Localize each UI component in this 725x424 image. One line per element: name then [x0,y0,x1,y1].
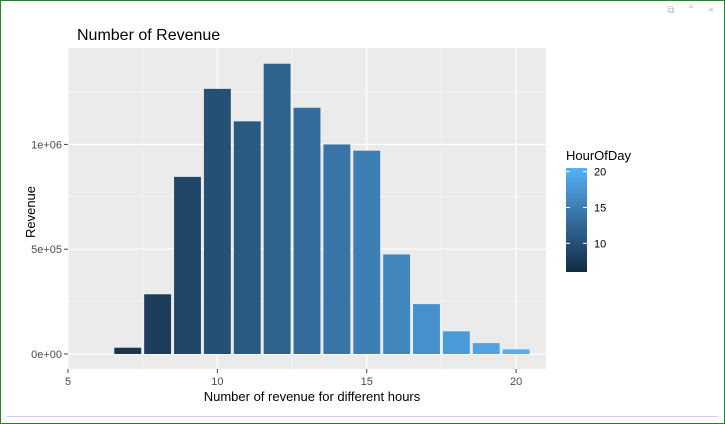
color-legend: HourOfDay 10 15 20 [566,148,632,272]
bar-hour-17 [413,304,440,354]
bar-hour-14 [323,144,351,354]
y-tick-label: 0e+00 [31,349,62,361]
restore-icon[interactable]: ⧉ [667,5,675,16]
window-bottom-border [7,416,718,417]
bar-hour-8 [144,294,172,354]
bar-hour-20 [502,349,530,354]
x-axis: 5 10 15 20 [65,369,522,388]
bar-hour-16 [383,254,411,354]
x-tick-label: 10 [211,376,223,388]
bar-hour-10 [203,88,231,354]
collapse-icon[interactable]: ⌃ [686,5,696,16]
legend-ticks: 10 15 20 [566,167,606,250]
bar-hour-19 [472,343,500,354]
y-tick-label: 1e+06 [31,139,62,151]
bar-hour-12 [263,63,291,354]
revenue-chart: Number of Revenue 5 10 15 20 0e+00 5e+05 1e+0… [23,27,632,404]
window-controls: ⧉ ⌃ × [666,5,716,17]
chart-title: Number of Revenue [77,27,220,44]
bar-hour-15 [353,150,381,354]
legend-title: HourOfDay [566,148,632,163]
y-axis-label: Revenue [23,186,38,238]
bars-group [114,63,530,354]
legend-tick-label: 15 [594,202,606,214]
y-tick-label: 5e+05 [31,244,62,256]
legend-tick-label: 10 [594,238,606,250]
x-tick-label: 15 [361,376,373,388]
x-axis-label: Number of revenue for different hours [204,389,421,404]
bar-hour-7 [114,347,142,354]
x-tick-label: 5 [65,376,71,388]
legend-tick-label: 20 [594,167,606,179]
y-axis: 0e+00 5e+05 1e+06 [31,139,68,361]
bar-hour-13 [293,107,321,354]
bar-hour-9 [174,176,201,354]
close-icon[interactable]: × [708,5,714,16]
bar-hour-18 [442,331,470,354]
legend-colorbar [566,168,587,272]
bar-hour-11 [233,121,261,354]
x-tick-label: 20 [510,376,522,388]
